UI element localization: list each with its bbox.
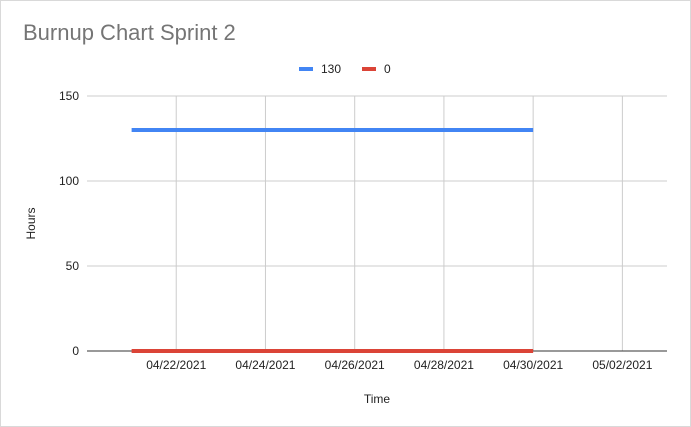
x-tick-label: 05/02/2021 xyxy=(592,358,652,372)
series-lines xyxy=(131,128,534,353)
y-tick-label: 150 xyxy=(59,89,79,103)
x-tick-labels: 04/22/2021 04/24/2021 04/26/2021 04/28/2021… xyxy=(146,358,653,372)
chart-title: Burnup Chart Sprint 2 xyxy=(23,20,236,45)
y-gridlines xyxy=(87,95,667,352)
x-tick-label: 04/30/2021 xyxy=(503,358,563,372)
y-tick-label: 100 xyxy=(59,174,79,188)
y-tick-labels: 0 50 100 150 xyxy=(59,89,79,358)
x-tick-label: 04/24/2021 xyxy=(235,358,295,372)
x-gridlines xyxy=(175,96,623,351)
x-tick-label: 04/28/2021 xyxy=(414,358,474,372)
y-tick-label: 0 xyxy=(72,344,79,358)
x-tick-label: 04/22/2021 xyxy=(146,358,206,372)
x-tick-label: 04/26/2021 xyxy=(325,358,385,372)
legend-label: 130 xyxy=(321,62,341,76)
x-axis-label: Time xyxy=(364,392,391,406)
legend: 130 0 xyxy=(299,62,391,76)
y-tick-label: 50 xyxy=(66,259,80,273)
legend-label: 0 xyxy=(384,62,391,76)
y-axis-label: Hours xyxy=(24,207,38,239)
